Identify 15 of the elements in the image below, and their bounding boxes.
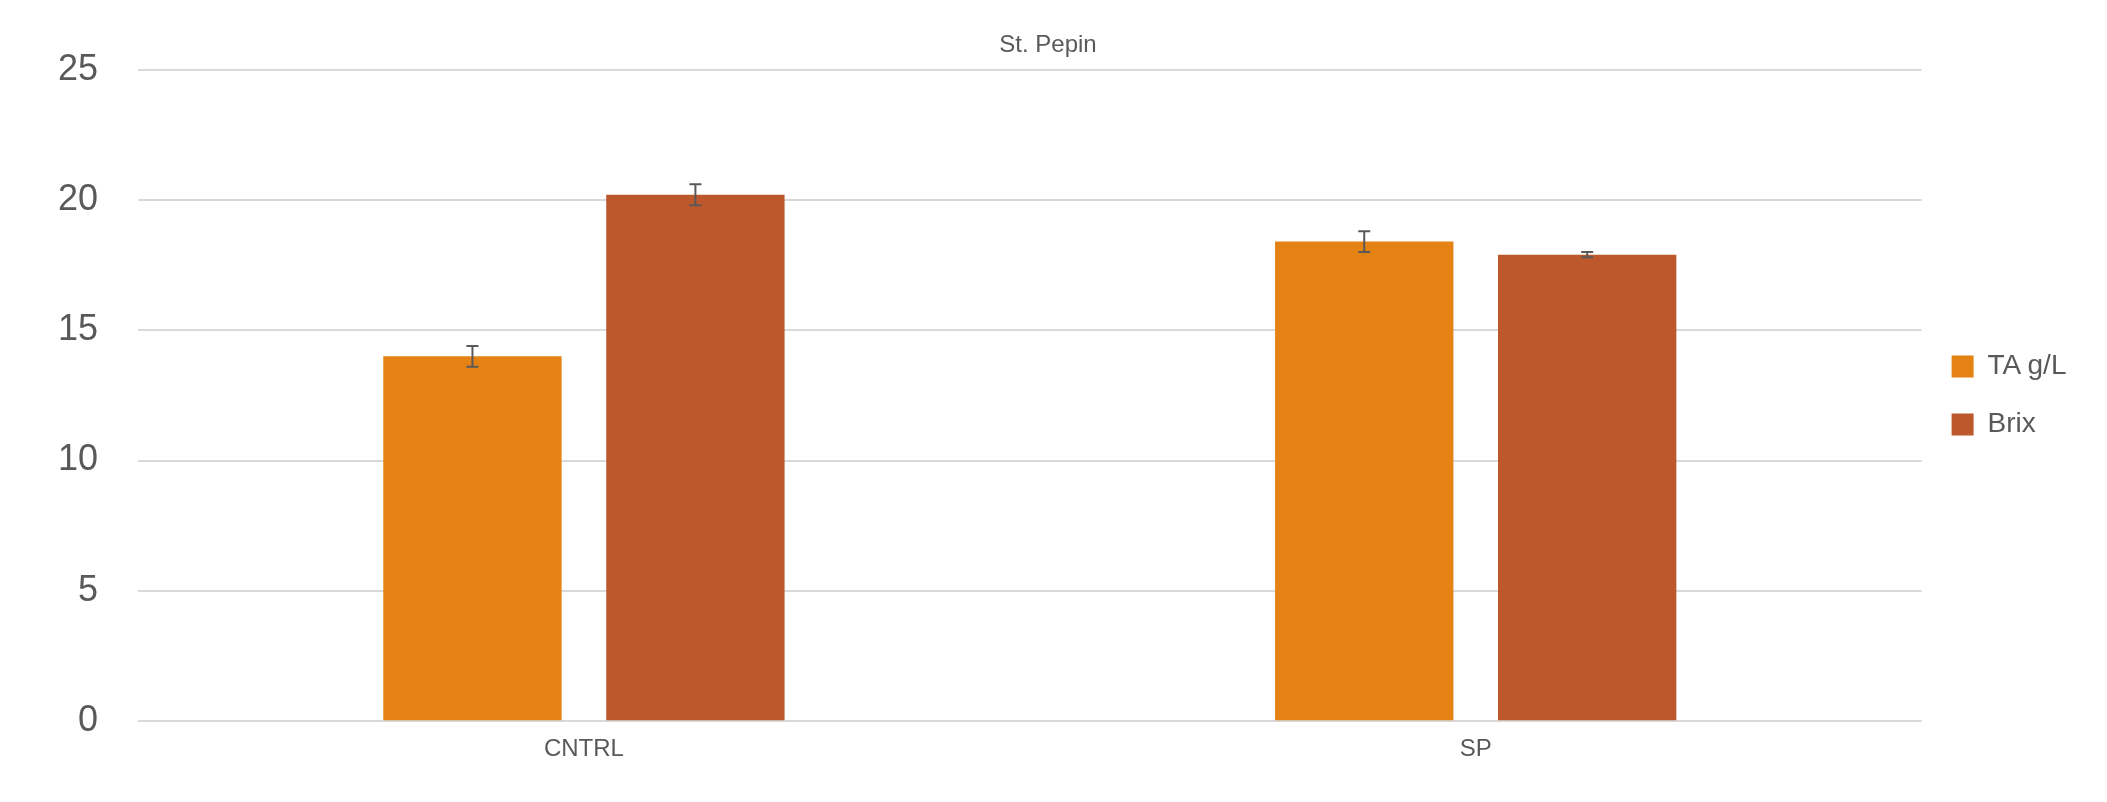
y-tick-label: 15: [58, 307, 99, 349]
y-tick-label: 5: [78, 567, 99, 609]
y-tick-label: 25: [58, 46, 99, 88]
chart-title: St. Pepin: [999, 29, 1097, 57]
bar: [606, 194, 785, 721]
bar: [383, 356, 562, 721]
bar: [1498, 254, 1677, 721]
x-tick-label: CNTRL: [543, 734, 624, 762]
y-tick-label: 20: [58, 176, 99, 218]
y-tick-label: 0: [78, 698, 99, 740]
y-tick-label: 10: [58, 437, 99, 479]
legend-label: TA g/L: [1987, 349, 2067, 381]
x-tick-label: SP: [1459, 734, 1492, 762]
bar: [1275, 241, 1454, 721]
legend-label: Brix: [1987, 407, 2036, 439]
